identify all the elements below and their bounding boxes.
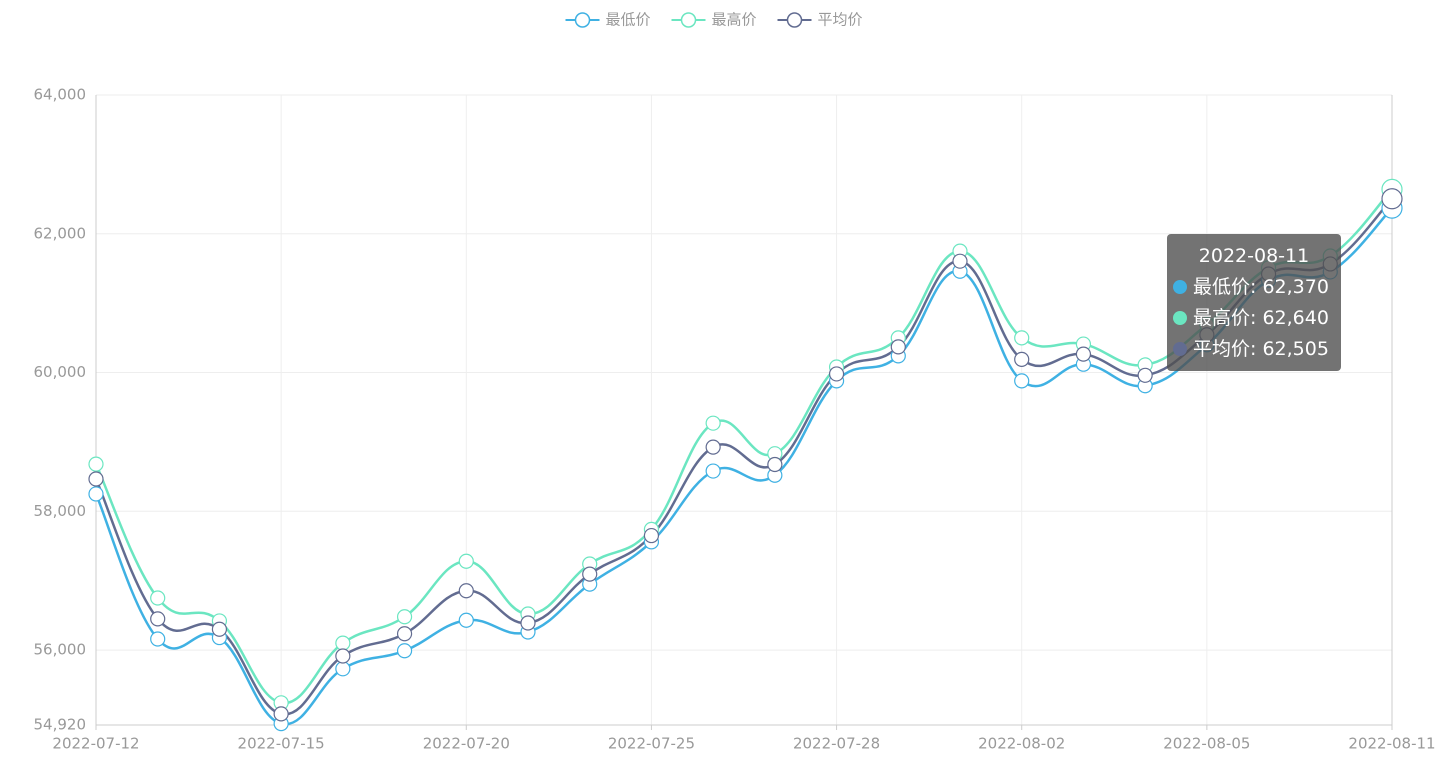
x-tick-label: 2022-08-11	[1348, 735, 1435, 753]
tooltip-dot	[1173, 280, 1187, 294]
point	[150, 590, 166, 606]
tooltip-dot	[1173, 311, 1187, 325]
y-tick-label: 54,920	[34, 716, 87, 734]
point	[396, 609, 413, 625]
y-tick-label: 56,000	[34, 641, 87, 659]
point	[396, 643, 413, 659]
point	[335, 648, 351, 664]
point	[458, 583, 474, 599]
tooltip-name: 最高价	[1193, 307, 1262, 329]
point	[396, 626, 413, 642]
point	[1014, 351, 1030, 367]
y-tick-label: 62,000	[34, 224, 87, 242]
legend-label: 平均价	[818, 11, 863, 29]
legend-label: 最低价	[606, 11, 651, 29]
point	[150, 631, 166, 647]
y-tick-label: 58,000	[34, 502, 87, 520]
point	[828, 366, 845, 382]
tooltip-row: 平均价62,505	[1173, 334, 1335, 365]
point	[952, 253, 968, 269]
point	[1014, 373, 1030, 389]
point	[335, 635, 351, 651]
point	[643, 527, 660, 544]
point	[582, 566, 598, 582]
x-tick-label: 2022-08-02	[978, 735, 1065, 753]
point	[88, 456, 104, 472]
point	[88, 471, 104, 487]
point	[150, 611, 166, 627]
point	[705, 463, 721, 479]
x-tick-label: 2022-08-05	[1163, 735, 1250, 753]
tooltip-name: 平均价	[1193, 338, 1262, 360]
point	[705, 439, 721, 455]
y-tick-label: 60,000	[34, 363, 87, 381]
legend-icon	[574, 12, 591, 28]
x-tick-label: 2022-07-20	[423, 735, 510, 753]
line	[94, 197, 1393, 716]
tooltip: 2022-08-11 最低价62,370最高价62,640平均价62,505	[1167, 234, 1341, 371]
point	[88, 486, 104, 502]
tooltip-row: 最高价62,640	[1173, 303, 1335, 334]
x-tick-label: 2022-07-15	[238, 735, 325, 753]
point	[458, 553, 474, 569]
point	[273, 706, 289, 722]
legend-label: 最高价	[712, 11, 757, 29]
tooltip-value: 62,370	[1262, 276, 1329, 298]
point	[1014, 330, 1030, 346]
point	[1137, 367, 1153, 383]
point	[520, 615, 536, 631]
point	[1075, 346, 1092, 362]
tooltip-title: 2022-08-11	[1198, 245, 1310, 267]
tooltip-value: 62,640	[1262, 307, 1329, 329]
legend-icon	[680, 12, 697, 28]
point	[211, 621, 228, 637]
point	[1381, 188, 1403, 210]
point	[335, 661, 351, 677]
x-tick-label: 2022-07-12	[52, 735, 139, 753]
tooltip-dot	[1173, 342, 1187, 356]
tooltip-value: 62,505	[1262, 338, 1329, 360]
tooltip-row: 最低价62,370	[1173, 272, 1335, 303]
tooltip-name: 最低价	[1193, 276, 1262, 298]
point	[705, 415, 721, 431]
point	[890, 339, 906, 355]
point	[458, 612, 474, 628]
x-tick-label: 2022-07-25	[608, 735, 695, 753]
line	[94, 188, 1393, 705]
point	[767, 456, 783, 473]
x-tick-label: 2022-07-28	[793, 735, 880, 753]
y-tick-label: 64,000	[34, 86, 87, 104]
legend-icon	[786, 12, 803, 28]
